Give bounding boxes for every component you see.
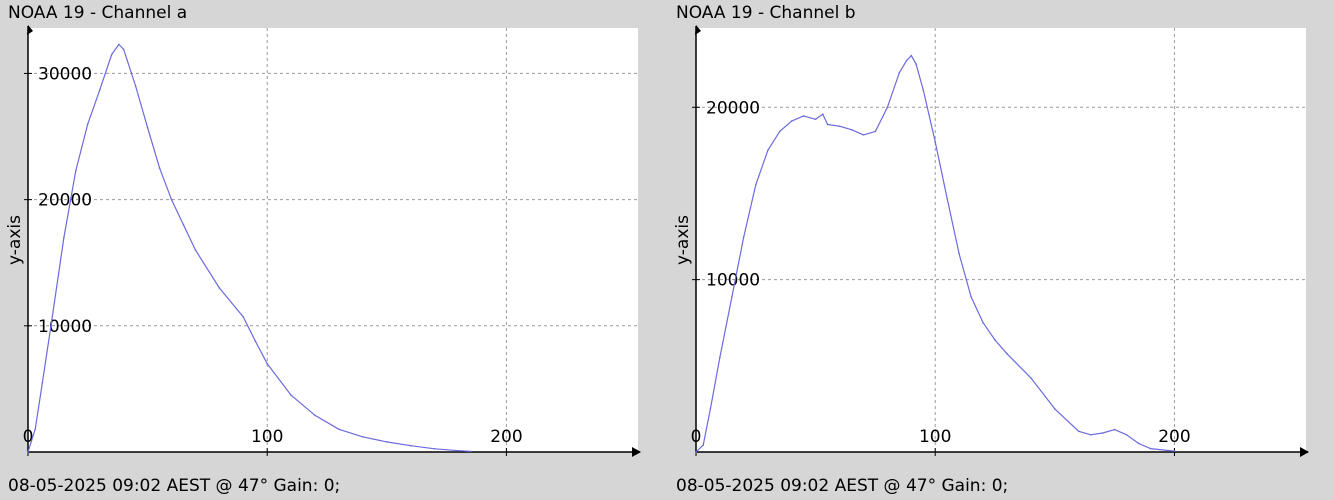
chart-title: NOAA 19 - Channel b xyxy=(676,3,856,23)
data-point xyxy=(1137,442,1140,445)
data-point xyxy=(87,123,89,125)
data-point xyxy=(922,89,925,91)
data-point xyxy=(695,451,697,453)
data-point xyxy=(826,123,829,126)
data-point xyxy=(254,340,257,342)
data-point xyxy=(970,296,972,298)
data-point xyxy=(1113,428,1116,431)
data-point xyxy=(862,134,865,136)
data-point xyxy=(409,444,412,447)
data-point xyxy=(850,128,853,131)
data-point xyxy=(158,167,161,169)
data-point xyxy=(958,252,960,255)
data-point xyxy=(134,85,137,87)
data-point xyxy=(457,449,460,452)
data-point xyxy=(51,318,53,321)
data-point xyxy=(874,130,877,133)
y-tick-label: 20000 xyxy=(706,98,760,118)
data-point xyxy=(1149,447,1152,450)
data-point xyxy=(1101,432,1104,434)
data-point xyxy=(194,249,197,251)
data-point xyxy=(719,356,721,359)
data-point xyxy=(910,54,913,57)
data-point xyxy=(218,287,221,289)
data-point xyxy=(75,169,77,172)
data-point xyxy=(122,48,125,51)
data-point xyxy=(118,43,120,46)
y-tick-label: 10000 xyxy=(38,317,92,337)
data-point xyxy=(994,339,996,341)
data-point xyxy=(182,224,185,226)
x-tick-label: 200 xyxy=(490,427,522,447)
data-point xyxy=(170,198,173,201)
data-point xyxy=(1089,433,1092,436)
data-point xyxy=(34,428,36,431)
x-axis-arrow xyxy=(1300,447,1309,457)
chart-panel-b: NOAA 19 - Channel b 0 100 200 10000 20000 y-a… xyxy=(668,0,1309,500)
y-axis-label: y-axis xyxy=(5,215,25,265)
chart-panel-a: NOAA 19 - Channel a 0 100 200 10000 20000 300… xyxy=(0,0,641,500)
data-point xyxy=(27,451,29,453)
data-point xyxy=(702,444,704,446)
y-tick-label: 30000 xyxy=(38,64,92,84)
series-line xyxy=(27,43,471,453)
data-point xyxy=(755,184,757,186)
data-point xyxy=(362,436,364,438)
data-point xyxy=(802,115,805,117)
plot-area xyxy=(696,28,1306,452)
data-point xyxy=(386,441,388,443)
data-point xyxy=(110,53,113,56)
data-point xyxy=(1077,430,1080,433)
x-tick-label: 200 xyxy=(1158,427,1190,447)
data-point xyxy=(98,89,101,91)
x-tick-label: 100 xyxy=(919,427,951,447)
x-tick-label: 100 xyxy=(251,427,283,447)
data-point xyxy=(338,428,340,431)
data-point xyxy=(778,130,781,133)
plot-area xyxy=(28,28,638,452)
data-point xyxy=(266,362,269,365)
chart-canvas: 0 100 200 10000 20000 y-axis xyxy=(673,25,1309,457)
data-point xyxy=(242,316,245,318)
y-tick-label: 10000 xyxy=(706,271,760,291)
data-point xyxy=(709,408,712,410)
data-point xyxy=(1125,433,1128,436)
data-point xyxy=(898,72,901,74)
data-point xyxy=(814,118,817,121)
y-axis-arrow xyxy=(27,25,33,35)
data-point xyxy=(731,296,733,298)
data-point xyxy=(946,197,948,200)
x-tick-label: 0 xyxy=(23,427,34,447)
data-point xyxy=(314,414,316,417)
x-axis-arrow xyxy=(632,447,641,457)
data-point xyxy=(1054,408,1056,410)
data-point xyxy=(821,113,824,115)
x-tick-label: 0 xyxy=(691,427,702,447)
chart-footer: 08-05-2025 09:02 AEST @ 47° Gain: 0; xyxy=(676,476,1009,496)
data-point xyxy=(790,120,793,122)
data-point xyxy=(982,321,984,324)
chart-canvas: 0 100 200 10000 20000 30000 y-axis xyxy=(5,25,641,457)
data-point xyxy=(63,236,65,239)
data-point xyxy=(905,59,908,62)
data-point xyxy=(743,235,745,238)
data-point xyxy=(766,149,769,152)
data-point xyxy=(41,381,44,384)
y-axis-arrow xyxy=(695,25,701,35)
data-point xyxy=(1173,450,1176,452)
y-axis-label: y-axis xyxy=(673,215,693,265)
data-point xyxy=(1030,377,1032,379)
chart-footer: 08-05-2025 09:02 AEST @ 47° Gain: 0; xyxy=(8,476,341,496)
y-tick-label: 20000 xyxy=(38,191,92,211)
data-point xyxy=(934,140,937,143)
data-point xyxy=(915,63,917,65)
data-point xyxy=(433,448,436,450)
data-point xyxy=(838,125,841,128)
data-point xyxy=(886,106,889,109)
chart-title: NOAA 19 - Channel a xyxy=(8,3,188,23)
data-point xyxy=(290,394,292,397)
data-point xyxy=(146,126,149,129)
data-point xyxy=(469,450,472,453)
data-point xyxy=(1006,352,1008,355)
